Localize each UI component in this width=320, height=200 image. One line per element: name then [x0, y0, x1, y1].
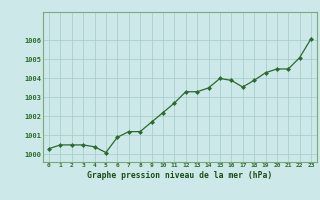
X-axis label: Graphe pression niveau de la mer (hPa): Graphe pression niveau de la mer (hPa) [87, 171, 273, 180]
